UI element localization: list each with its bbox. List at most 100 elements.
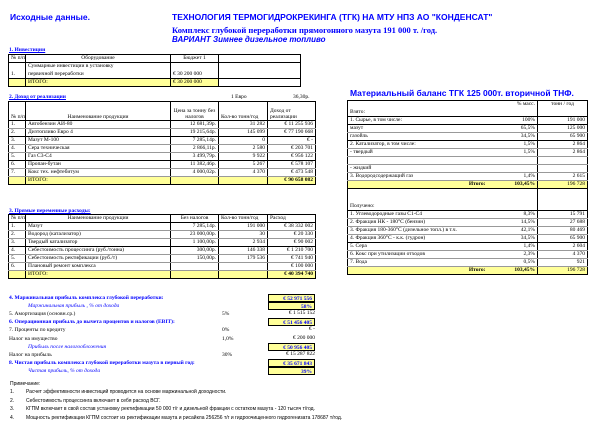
cell: 65 900 [537,234,588,243]
header-cell: Оборудование [25,54,171,63]
total-value: € 90 658 082 [267,176,316,185]
cell: 0,5% [487,258,538,267]
cell: 2,3% [487,250,538,259]
cell: 1,5% [487,140,538,149]
cell: 4 370 [537,250,588,259]
note-text: КГПМ включает в свой состав установку ре… [26,406,315,412]
result-label: 8. Чистая прибыль комплекса глубокой пер… [9,359,195,366]
cell: € 741 940 [267,254,316,263]
investments-title: 1. Инвестиции [9,47,46,53]
result-pct: 1,0% [222,335,234,342]
cell: 2 864 [537,148,588,157]
cell: Мазут М-100 [25,136,171,145]
header-cell: Без налогов [170,214,219,223]
cell: 5 267 [218,160,268,169]
header-cell: Кол-во тонн/год [218,214,268,223]
header-cell: № п/п [8,54,26,63]
header-cell: Доход от реализации [267,101,316,121]
header-cell: Наименование продукции [25,214,171,223]
cell: 2. [8,230,26,239]
cell: 14,5% [487,218,538,227]
cell: € 203 701 [267,144,316,153]
cell: Газ С3-С4 [25,152,171,161]
result-label: 5. Амортизация (основн.ср.) [9,311,76,318]
result-label: 6. Операционная прибыль до вычета процен… [9,319,175,326]
result-label: 7. Проценты по кредиту [9,327,66,334]
euro-rate: 36,30р. [293,94,310,100]
balance-title: Материальный баланс ТГК 125 000т. вторич… [350,88,574,98]
total-pct: 103,45% [487,266,538,275]
variant: ВАРИАНТ Зимнее дизельное топливо [172,35,326,44]
cell [537,156,588,165]
cell: 4. [8,144,26,153]
note-number: 1. [10,389,15,395]
table-row: 5. Сера 1,4% 2 604 [347,242,588,251]
result-value: 58% [268,302,315,311]
cell: € 100 000 [267,262,316,271]
result-label: Чистая прибыль, % от дохода [28,367,101,374]
result-label: Налог на прибыль [9,351,52,358]
cell: 6. [8,262,26,271]
left-title: Исходные данные. [10,12,90,22]
table-row: 1. Сырье, в том числе: 100% 191 000 [347,116,588,125]
total-tonnes: 196 728 [537,180,588,189]
cell: 80 469 [537,226,588,235]
cell: 1,5% [487,148,538,157]
cell: 191 000 [537,116,588,125]
cell: 2 604 [537,242,588,251]
cell: € 38 332 002 [267,222,316,231]
table-row: 3. Фракция 180-360°С (дизельное топл.) в… [347,226,588,235]
table-row: 3. Твердый катализатор 1 100,00р. 2 934 € 90… [8,238,316,247]
header-cell: тонн / год [537,100,588,109]
result-value: 39% [268,366,315,375]
sales-table: № п/п Наименование продукции Цена за тонну… [8,101,316,185]
table-row: 4. Фракция 360°С - к.к. (гудрон) 34,5% 65 … [347,234,588,243]
header-cell: Расход [267,214,316,223]
table-row: 2. Катализатор, в том числе: 1,5% 2 864 [347,140,588,149]
total-label: ИТОГО: [25,270,171,279]
cell: 7. [8,168,26,177]
cell: 4 000,02р. [170,168,219,177]
cell: 4 370 [218,168,268,177]
cell: 8,3% [487,210,538,219]
cell: 3. Фракция 180-360°С (дизельное топл.) в… [347,226,488,235]
result-label: Маржинальная прибыль , % от дохода [28,303,120,310]
cell: € 956 122 [267,152,316,161]
result-value: € - [309,326,315,333]
cell: Сера техническая [25,144,171,153]
cell: Плановый ремонт комплекса [25,262,171,271]
cell: € 90 002 [267,238,316,247]
total-value: € 30 200 000 [170,78,219,87]
result-pct: 5% [222,311,230,318]
cell: 1 100,00р. [170,238,219,247]
table-row: 7. Кокс тех. нефтебитум 4 000,02р. 4 370 € 4… [8,168,316,177]
cell: первичной переработки [25,70,171,79]
result-value: € 50 956 405 [268,342,315,351]
subtitle: Комплекс глубокой переработки прямогонно… [172,25,438,35]
cell: 1,4% [487,242,538,251]
cell [218,262,268,271]
table-row: 5. Газ С3-С4 3 499,79р. 9 922 € 956 122 [8,152,316,161]
balance-table: % масс. тонн / год Взято: 1. Сырье, в том… [347,100,588,275]
cell: 191 000 [218,222,268,231]
result-label: Прибыль после налогообложения [28,343,107,350]
table-row: 4. Сера техническая 2 866,11р. 2 580 € 203 7… [8,144,316,153]
cell: 7 285,14р. [170,222,219,231]
cell: 3 499,79р. [170,152,219,161]
cell: газойль [347,132,488,141]
cell: € 77 190 668 [267,128,316,137]
main-title: ТЕХНОЛОГИЯ ТЕРМОГИДРОКРЕКИНГА (ТГК) НА М… [172,12,493,22]
cell: 11 382,46р. [170,160,219,169]
total-label: Итого: [347,180,488,189]
cell: 300,00р. [170,246,219,255]
cell: 9 922 [218,152,268,161]
cell: 3. Водородсодержащий газ [347,172,488,181]
total-tonnes: 196 728 [537,266,588,275]
cell: 150,00р. [170,254,219,263]
cell: € 20 330 [267,230,316,239]
total-label: Итого: [347,266,488,275]
cell: 27 688 [537,218,588,227]
output-label: Получено: [347,202,488,211]
header-cell: Цена за тонну без налогов [170,101,219,121]
note-text: Мощность ректификации КГПМ состоит из ре… [26,414,343,421]
